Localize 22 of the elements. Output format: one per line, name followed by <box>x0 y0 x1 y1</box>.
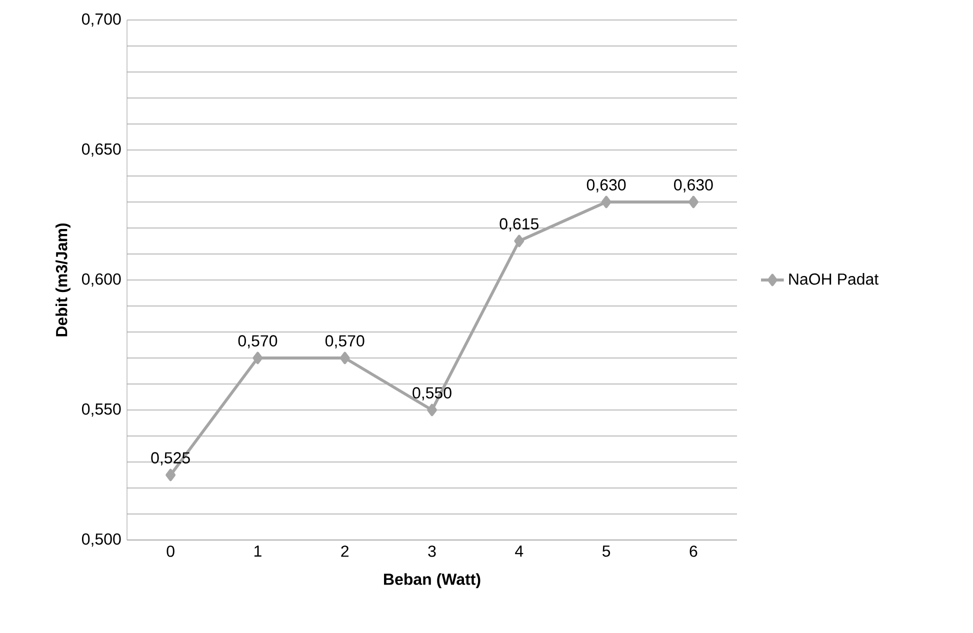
data-label: 0,615 <box>500 218 538 232</box>
data-label: 0,630 <box>586 179 626 192</box>
y-tick-label: 0,700 <box>82 13 121 27</box>
x-tick-label: 0 <box>166 546 174 557</box>
data-label: 0,630 <box>674 179 713 192</box>
x-tick-label: 1 <box>254 546 262 557</box>
y-tick-label: 0,650 <box>82 143 121 157</box>
x-tick-label: 2 <box>341 546 349 557</box>
data-label: 0,550 <box>412 387 452 400</box>
y-tick-label: 0,600 <box>82 273 121 287</box>
y-tick-label: 0,500 <box>82 533 121 547</box>
y-tick-label: 0,550 <box>82 403 121 417</box>
x-tick-label: 3 <box>428 546 436 557</box>
data-label: 0,570 <box>325 335 364 348</box>
data-label: 0,525 <box>151 452 190 466</box>
data-label: 0,570 <box>238 335 278 348</box>
x-tick-label: 5 <box>602 546 610 557</box>
x-axis-title: Beban (Watt) <box>384 573 480 588</box>
x-tick-label: 4 <box>515 546 524 557</box>
x-tick-label: 6 <box>690 546 698 557</box>
legend-label: NaOH Padat <box>789 273 878 285</box>
y-axis-title: Debit (m3/Jam) <box>56 223 70 336</box>
